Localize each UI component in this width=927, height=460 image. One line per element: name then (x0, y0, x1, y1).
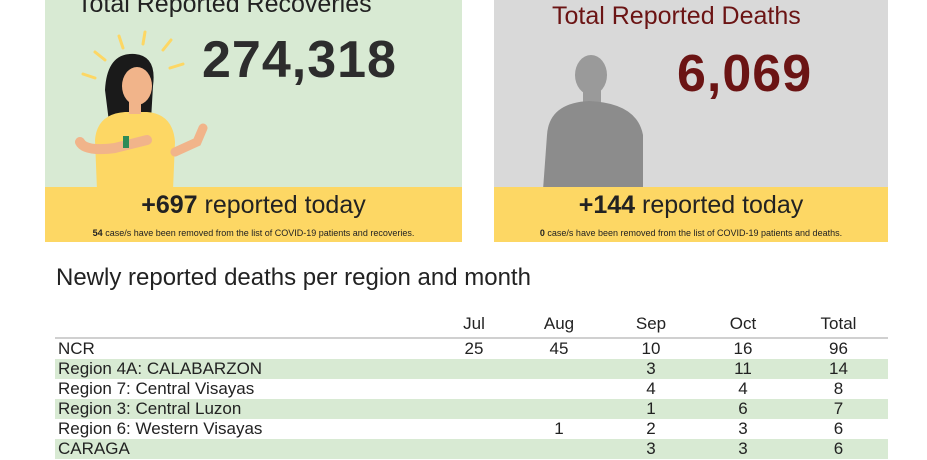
count-cell: 45 (549, 339, 569, 358)
recoveries-removed-count: 54 (92, 228, 103, 238)
region-name-cell: CARAGA (55, 439, 435, 459)
happy-woman-illustration (75, 30, 208, 187)
count-cell (435, 359, 513, 379)
count-cell: 16 (733, 339, 753, 358)
region-name-cell: Region 3: Central Luzon (55, 399, 435, 419)
person-silhouette-illustration (543, 55, 643, 187)
deaths-today-value: +144 (578, 191, 636, 219)
deaths-total: 6,069 (677, 45, 813, 103)
count-cell: 25 (464, 339, 484, 358)
column-header: Oct (697, 311, 789, 339)
column-header: Jul (435, 311, 513, 339)
deaths-removed-text: case/s have been removed from the list o… (547, 228, 843, 238)
table-row: NCR 25 45 10 16 96 (55, 338, 888, 359)
table-title: Newly reported deaths per region and mon… (56, 264, 531, 291)
count-cell: 7 (789, 399, 888, 419)
count-cell (513, 439, 605, 459)
count-cell (513, 399, 605, 419)
recoveries-card: Total Reported Recoveries 274,318 +697 r… (45, 0, 462, 242)
count-cell (435, 399, 513, 419)
count-cell: 3 (605, 359, 697, 379)
region-name-cell: Region 6: Western Visayas (58, 419, 263, 438)
recoveries-total: 274,318 (202, 31, 397, 89)
deaths-today-label: reported today (642, 191, 804, 219)
count-cell: 6 (697, 399, 789, 419)
recoveries-panel: Total Reported Recoveries 274,318 (45, 0, 462, 187)
count-cell (513, 379, 605, 399)
column-header: Total (789, 311, 888, 339)
column-header: Aug (513, 311, 605, 339)
count-cell: 4 (646, 379, 656, 398)
table-row: Region 4A: CALABARZON 3 11 14 (55, 359, 888, 379)
table-row: Region 6: Western Visayas 1 2 3 6 (55, 419, 888, 439)
count-cell: 10 (641, 339, 661, 358)
count-cell: 1 (605, 399, 697, 419)
count-cell (435, 379, 513, 399)
deaths-by-region-table: Jul Aug Sep Oct Total NCR 25 45 10 16 96 Regio… (55, 311, 888, 459)
deaths-today-panel: +144 reported today 0 case/s have been r… (494, 187, 888, 242)
count-cell: 1 (554, 419, 564, 438)
count-cell (435, 439, 513, 459)
column-header: Sep (605, 311, 697, 339)
count-cell: 11 (697, 359, 789, 379)
table-row: CARAGA 3 3 6 (55, 439, 888, 459)
deaths-removed-count: 0 (539, 228, 545, 238)
count-cell: 3 (605, 439, 697, 459)
region-name-cell: NCR (58, 339, 95, 358)
recoveries-today-panel: +697 reported today 54 case/s have been … (45, 187, 462, 242)
recoveries-today-value: +697 (141, 191, 198, 219)
column-header (55, 311, 435, 339)
count-cell: 8 (833, 379, 844, 398)
count-cell: 6 (789, 439, 888, 459)
count-cell: 14 (789, 359, 888, 379)
table-row: Region 3: Central Luzon 1 6 7 (55, 399, 888, 419)
count-cell: 3 (697, 439, 789, 459)
count-cell: 2 (646, 419, 656, 438)
count-cell (435, 419, 513, 439)
count-cell: 6 (833, 419, 844, 438)
count-cell: 3 (738, 419, 748, 438)
count-cell: 4 (738, 379, 748, 398)
table-row: Region 7: Central Visayas 4 4 8 (55, 379, 888, 399)
deaths-panel: Total Reported Deaths 6,069 (494, 0, 888, 187)
count-cell (513, 359, 605, 379)
deaths-title: Total Reported Deaths (552, 2, 801, 30)
table-header-row: Jul Aug Sep Oct Total (55, 311, 888, 339)
recoveries-removed-text: case/s have been removed from the list o… (105, 228, 415, 238)
recoveries-title: Total Reported Recoveries (77, 0, 372, 18)
region-name-cell: Region 7: Central Visayas (58, 379, 255, 398)
recoveries-today-label: reported today (204, 191, 366, 219)
deaths-card: Total Reported Deaths 6,069 +144 reporte… (494, 0, 888, 242)
region-name-cell: Region 4A: CALABARZON (55, 359, 435, 379)
count-cell: 96 (829, 339, 848, 358)
